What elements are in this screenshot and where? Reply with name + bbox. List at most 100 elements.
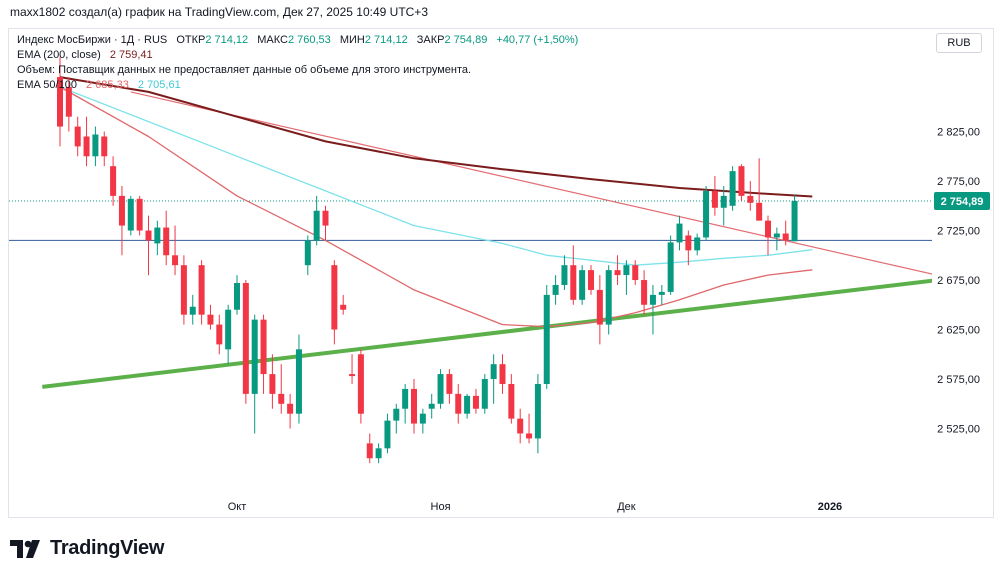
candle[interactable] bbox=[561, 255, 568, 290]
candle[interactable] bbox=[694, 233, 701, 256]
candle[interactable] bbox=[729, 166, 736, 211]
candle[interactable] bbox=[605, 265, 612, 335]
candle[interactable] bbox=[756, 158, 763, 221]
candle[interactable] bbox=[464, 393, 471, 419]
candle[interactable] bbox=[189, 294, 196, 325]
candle[interactable] bbox=[393, 403, 400, 434]
candle[interactable] bbox=[517, 408, 524, 444]
ema50-line[interactable] bbox=[59, 86, 813, 328]
candle[interactable] bbox=[57, 57, 63, 147]
candle[interactable] bbox=[543, 284, 550, 389]
candle[interactable] bbox=[428, 393, 435, 419]
candle[interactable] bbox=[118, 185, 125, 256]
candle[interactable] bbox=[658, 284, 665, 305]
resistance-trendline[interactable] bbox=[130, 91, 954, 279]
ema200-value: 2 759,41 bbox=[109, 49, 153, 61]
candle[interactable] bbox=[127, 195, 134, 236]
candle[interactable] bbox=[295, 334, 302, 424]
candle[interactable] bbox=[92, 126, 99, 167]
candle[interactable] bbox=[552, 275, 559, 305]
candle[interactable] bbox=[198, 260, 205, 325]
candle[interactable] bbox=[765, 215, 771, 256]
candle[interactable] bbox=[172, 225, 179, 276]
candle[interactable] bbox=[588, 265, 594, 295]
candle[interactable] bbox=[110, 156, 117, 206]
candle-body bbox=[260, 319, 267, 375]
candle[interactable] bbox=[614, 255, 621, 285]
candle[interactable] bbox=[711, 176, 718, 216]
candle[interactable] bbox=[481, 374, 488, 414]
candle[interactable] bbox=[136, 195, 143, 236]
candle[interactable] bbox=[623, 260, 630, 295]
legend-ema50100-row[interactable]: EMA 50/100 2 685,33 2 705,61 bbox=[17, 78, 578, 93]
candle[interactable] bbox=[773, 227, 780, 251]
legend-ema200-row[interactable]: EMA (200, close) 2 759,41 bbox=[17, 48, 578, 63]
candle[interactable] bbox=[216, 314, 223, 355]
candle[interactable] bbox=[455, 383, 462, 424]
candle[interactable] bbox=[402, 383, 409, 424]
candle[interactable] bbox=[154, 220, 161, 256]
candle[interactable] bbox=[357, 349, 364, 424]
candle[interactable] bbox=[747, 181, 754, 211]
candle[interactable] bbox=[313, 195, 320, 246]
ema100-line[interactable] bbox=[59, 86, 813, 266]
candle[interactable] bbox=[446, 369, 453, 404]
candle-body bbox=[747, 195, 754, 203]
candle[interactable] bbox=[641, 270, 648, 315]
candle[interactable] bbox=[163, 210, 170, 266]
candle[interactable] bbox=[322, 205, 329, 241]
candle[interactable] bbox=[287, 393, 294, 429]
candle[interactable] bbox=[83, 116, 90, 167]
candle[interactable] bbox=[260, 314, 267, 394]
tradingview-logo: TradingView bbox=[10, 537, 164, 560]
candle[interactable] bbox=[411, 379, 417, 434]
candle[interactable] bbox=[340, 294, 347, 315]
candle[interactable] bbox=[242, 280, 249, 404]
candle[interactable] bbox=[349, 354, 356, 384]
candle[interactable] bbox=[534, 374, 541, 454]
support-trendline[interactable] bbox=[42, 278, 954, 389]
candle[interactable] bbox=[278, 364, 285, 414]
candle[interactable] bbox=[499, 354, 506, 394]
candle[interactable] bbox=[375, 443, 382, 464]
candle[interactable] bbox=[720, 185, 727, 226]
ema200-line[interactable] bbox=[59, 76, 813, 198]
candle[interactable] bbox=[676, 215, 683, 251]
candle[interactable] bbox=[304, 235, 311, 276]
symbol-label[interactable]: Индекс МосБиржи · 1Д · RUS bbox=[17, 34, 168, 46]
candle[interactable] bbox=[331, 260, 338, 345]
candle[interactable] bbox=[207, 304, 214, 330]
candle[interactable] bbox=[145, 215, 152, 276]
candle[interactable] bbox=[632, 260, 639, 285]
candle[interactable] bbox=[101, 131, 108, 167]
candle[interactable] bbox=[472, 388, 479, 414]
currency-button[interactable]: RUB bbox=[936, 33, 982, 53]
candle[interactable] bbox=[738, 164, 745, 201]
candle-body bbox=[92, 134, 99, 157]
candle[interactable] bbox=[180, 255, 187, 325]
candle[interactable] bbox=[384, 413, 391, 454]
candle[interactable] bbox=[234, 275, 240, 315]
ema200-label: EMA (200, close) bbox=[17, 49, 101, 61]
candle[interactable] bbox=[366, 433, 373, 464]
candle[interactable] bbox=[579, 265, 586, 305]
candle[interactable] bbox=[782, 220, 789, 246]
candle[interactable] bbox=[649, 284, 656, 335]
candle[interactable] bbox=[791, 195, 798, 242]
candle[interactable] bbox=[251, 314, 258, 434]
candle[interactable] bbox=[703, 185, 710, 241]
candle[interactable] bbox=[596, 275, 603, 345]
candle[interactable] bbox=[526, 413, 533, 444]
candle[interactable] bbox=[74, 116, 81, 157]
candle[interactable] bbox=[225, 304, 232, 365]
candle[interactable] bbox=[490, 354, 497, 404]
candle[interactable] bbox=[65, 77, 72, 132]
candle[interactable] bbox=[685, 230, 692, 266]
candle[interactable] bbox=[269, 354, 276, 409]
candle[interactable] bbox=[570, 245, 577, 305]
candle[interactable] bbox=[508, 374, 515, 424]
candle[interactable] bbox=[667, 235, 674, 295]
candle[interactable] bbox=[437, 369, 444, 409]
candle[interactable] bbox=[419, 408, 426, 434]
